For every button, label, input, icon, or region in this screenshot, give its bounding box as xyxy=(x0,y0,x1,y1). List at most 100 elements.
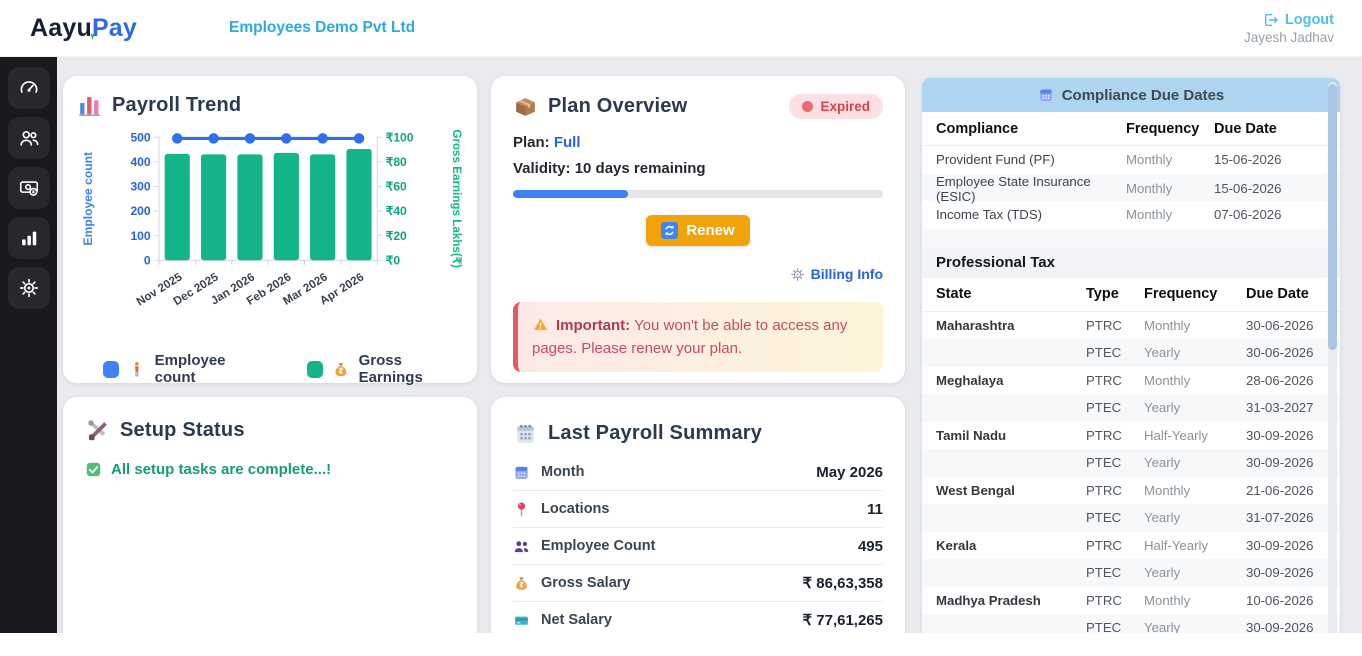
svg-text:₹40: ₹40 xyxy=(386,204,407,218)
moneybag-icon xyxy=(332,360,350,379)
svg-text:₹20: ₹20 xyxy=(386,229,407,243)
svg-text:₹80: ₹80 xyxy=(386,155,407,169)
professional-tax-row-cell: Half-Yearly xyxy=(1144,537,1209,553)
professional-tax-row-cell: Kerala xyxy=(936,537,977,553)
compliance-row-cell: 07-06-2026 xyxy=(1214,207,1282,223)
legend-item[interactable]: Gross Earnings xyxy=(306,352,463,386)
legend-label: Gross Earnings xyxy=(358,352,423,386)
plan-line: Plan: Full xyxy=(513,134,883,151)
legend-swatch xyxy=(103,360,119,378)
check-icon xyxy=(85,461,102,478)
billing-info-label: Billing Info xyxy=(810,266,883,282)
compliance-tables: Compliance Frequency Due Date Provident Fun… xyxy=(922,112,1340,633)
plan-label: Plan: xyxy=(513,134,550,151)
package-icon xyxy=(513,94,538,119)
professional-tax-row-cell: PTRC xyxy=(1086,592,1122,608)
professional-tax-row: Meghalaya PTRC Monthly 28-06-2026 xyxy=(922,367,1340,395)
professional-tax-row-cell: Monthly xyxy=(1144,482,1191,498)
validity-progress-track xyxy=(513,190,883,198)
compliance-row-cell: Monthly xyxy=(1126,207,1173,223)
compliance-row-cell: Employee State Insurance (ESIC) xyxy=(936,173,1091,204)
legend-item[interactable]: Employee count xyxy=(103,352,263,386)
sidebar-item-settings[interactable] xyxy=(7,267,50,309)
summary-label: Month xyxy=(541,464,585,480)
compliance-column-header-cell: Due Date xyxy=(1214,120,1277,137)
table-spacer xyxy=(922,228,1340,248)
professional-tax-row-cell: 30-09-2026 xyxy=(1246,455,1314,471)
svg-text:200: 200 xyxy=(130,204,150,218)
summary-title: Last Payroll Summary xyxy=(548,422,763,444)
professional-tax-row-cell: 30-09-2026 xyxy=(1246,427,1314,443)
validity-label: Validity: xyxy=(513,160,571,177)
compliance-row-cell: 15-06-2026 xyxy=(1214,181,1282,196)
sidebar-item-payroll[interactable] xyxy=(7,167,50,209)
bar-chart-icon xyxy=(77,93,102,118)
professional-tax-row: PTEC Yearly 31-07-2026 xyxy=(922,504,1340,532)
professional-tax-row-cell: PTEC xyxy=(1086,510,1122,526)
professional-tax-row: PTEC Yearly 30-09-2026 xyxy=(922,449,1340,477)
svg-text:₹60: ₹60 xyxy=(386,180,407,194)
logo-text-blue: Pay xyxy=(91,13,138,42)
moneybag-icon xyxy=(513,575,530,592)
legend-swatch xyxy=(306,360,323,378)
professional-tax-column-header-cell: Frequency xyxy=(1144,286,1218,302)
logout-button[interactable]: Logout xyxy=(1263,12,1334,28)
setup-message-text: All setup tasks are complete...! xyxy=(111,461,332,478)
app-logo: Aayu Pay xyxy=(0,14,137,43)
setup-complete-message: All setup tasks are complete...! xyxy=(85,461,455,478)
svg-text:₹100: ₹100 xyxy=(386,130,414,144)
professional-tax-column-header-cell: State xyxy=(936,286,972,302)
svg-text:Gross Earnings Lakhs(₹): Gross Earnings Lakhs(₹) xyxy=(450,129,463,268)
legend-label: Employee count xyxy=(154,352,226,386)
summary-row: Month May 2026 xyxy=(513,454,883,491)
billing-info-link[interactable]: Billing Info xyxy=(790,266,883,282)
plan-value: Full xyxy=(553,134,581,151)
sidebar-item-reports[interactable] xyxy=(7,217,50,259)
svg-text:300: 300 xyxy=(130,180,150,194)
person-icon xyxy=(128,360,146,379)
compliance-row: Provident Fund (PF) Monthly 15-06-2026 xyxy=(922,146,1340,174)
summary-value: 11 xyxy=(867,500,883,518)
professional-tax-row-cell: 31-03-2027 xyxy=(1246,400,1314,416)
professional-tax-row-cell: Tamil Nadu xyxy=(936,427,1007,443)
professional-tax-row: Kerala PTRC Half-Yearly 30-09-2026 xyxy=(922,532,1340,560)
logo-accent-icon xyxy=(89,28,96,40)
expired-dot-icon xyxy=(802,101,814,112)
professional-tax-row-cell: PTRC xyxy=(1086,372,1122,388)
professional-tax-column-header-cell: Type xyxy=(1086,286,1119,302)
warning-title: Important: xyxy=(556,316,631,334)
summary-row: Net Salary ₹ 77,61,265 xyxy=(513,602,883,633)
setup-status-title-row: Setup Status xyxy=(85,418,455,443)
summary-value: ₹ 77,61,265 xyxy=(802,612,883,629)
validity-progress-fill xyxy=(513,190,628,198)
logout-label: Logout xyxy=(1284,11,1334,28)
professional-tax-column-header: State Type Frequency Due Date xyxy=(922,278,1340,312)
tools-icon xyxy=(85,418,110,443)
summary-title-row: Last Payroll Summary xyxy=(513,421,883,446)
validity-value: 10 days remaining xyxy=(574,160,706,177)
professional-tax-row-cell: PTEC xyxy=(1086,455,1122,471)
settings-gear-icon xyxy=(18,277,40,299)
compliance-row-cell: Income Tax (TDS) xyxy=(936,207,1043,223)
professional-tax-row: West Bengal PTRC Monthly 21-06-2026 xyxy=(922,477,1340,505)
sidebar-item-dashboard[interactable] xyxy=(7,67,50,109)
summary-value: ₹ 86,63,358 xyxy=(802,575,883,592)
professional-tax-row-cell: 21-06-2026 xyxy=(1246,482,1314,498)
compliance-scrollbar[interactable] xyxy=(1328,82,1337,633)
svg-text:Employee count: Employee count xyxy=(81,152,95,246)
sidebar-item-employees[interactable] xyxy=(7,117,50,159)
employees-icon xyxy=(18,127,40,149)
last-payroll-summary-card: Last Payroll Summary Month May 2026 Locati… xyxy=(491,397,905,633)
validity-line: Validity: 10 days remaining xyxy=(513,160,883,177)
calendar-icon xyxy=(513,464,530,481)
compliance-column-header: Compliance Frequency Due Date xyxy=(922,112,1340,146)
compliance-scrollbar-thumb[interactable] xyxy=(1328,84,1337,350)
logout-icon xyxy=(1263,12,1279,28)
billing-row: Billing Info xyxy=(513,266,883,287)
chart-legend: Employee count Gross Earnings xyxy=(77,352,463,386)
professional-tax-row-cell: PTEC xyxy=(1086,565,1122,581)
professional-tax-row: Madhya Pradesh PTRC Monthly 10-06-2026 xyxy=(922,587,1340,615)
professional-tax-row-cell: Yearly xyxy=(1144,620,1181,633)
professional-tax-row-cell: Yearly xyxy=(1144,400,1181,416)
renew-button[interactable]: Renew xyxy=(646,215,750,246)
